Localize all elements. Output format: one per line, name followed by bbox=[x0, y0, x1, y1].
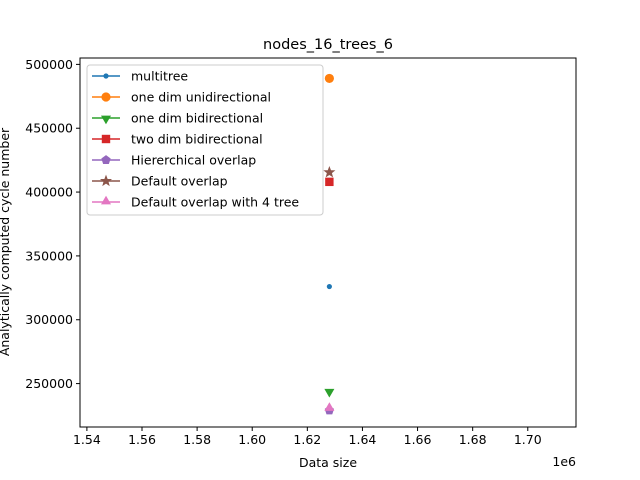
y-tick-label: 300000 bbox=[25, 312, 73, 327]
legend-label: multitree bbox=[131, 69, 188, 84]
legend-marker bbox=[101, 155, 111, 164]
x-tick-label: 1.54 bbox=[73, 432, 101, 447]
y-axis: 250000 300000 350000 400000 450000 500000 bbox=[25, 57, 80, 391]
legend: multitree one dim unidirectional one dim b… bbox=[86, 64, 324, 216]
legend-marker bbox=[100, 195, 112, 205]
y-tick-label: 500000 bbox=[25, 57, 73, 72]
x-tick-label: 1.68 bbox=[459, 432, 487, 447]
legend-label: one dim bidirectional bbox=[131, 111, 263, 126]
y-tick-label: 450000 bbox=[25, 121, 73, 136]
legend-label: two dim bidirectional bbox=[131, 132, 263, 147]
legend-marker bbox=[101, 134, 111, 144]
legend-label: one dim unidirectional bbox=[131, 90, 271, 105]
y-tick-label: 400000 bbox=[25, 185, 73, 200]
chart-title: nodes_16_trees_6 bbox=[263, 37, 393, 53]
y-tick-label: 350000 bbox=[25, 248, 73, 263]
x-axis-offset-label: 1e6 bbox=[552, 454, 576, 469]
legend-marker bbox=[99, 174, 113, 187]
legend-box bbox=[86, 64, 324, 216]
x-tick-label: 1.58 bbox=[183, 432, 211, 447]
x-axis: 1.54 1.56 1.58 1.60 1.62 1.64 1.66 1.68 1.70 bbox=[73, 427, 542, 447]
plot-frame bbox=[79, 57, 577, 428]
x-tick-label: 1.62 bbox=[293, 432, 321, 447]
data-point-series-6 bbox=[324, 402, 335, 411]
x-tick-label: 1.66 bbox=[404, 432, 432, 447]
x-tick-label: 1.70 bbox=[514, 432, 542, 447]
x-tick-label: 1.60 bbox=[238, 432, 266, 447]
y-axis-label: Analytically computed cycle number bbox=[0, 127, 12, 356]
legend-marker bbox=[100, 115, 112, 125]
legend-marker bbox=[101, 92, 111, 102]
data-point-series-3 bbox=[325, 177, 334, 187]
x-axis-label: Data size bbox=[299, 455, 357, 470]
legend-label: Hiererchical overlap bbox=[131, 153, 256, 168]
legend-label: Default overlap bbox=[131, 174, 228, 189]
legend-marker bbox=[103, 73, 109, 79]
data-marks bbox=[323, 73, 336, 415]
data-point-series-0 bbox=[326, 283, 332, 290]
plot-area bbox=[79, 57, 577, 428]
legend-label: Default overlap with 4 tree bbox=[131, 195, 299, 210]
data-point-series-5 bbox=[323, 165, 336, 178]
y-tick-label: 250000 bbox=[25, 376, 73, 391]
x-tick-label: 1.56 bbox=[128, 432, 156, 447]
data-point-series-1 bbox=[324, 73, 334, 84]
x-tick-label: 1.64 bbox=[349, 432, 377, 447]
data-point-series-2 bbox=[324, 388, 335, 398]
